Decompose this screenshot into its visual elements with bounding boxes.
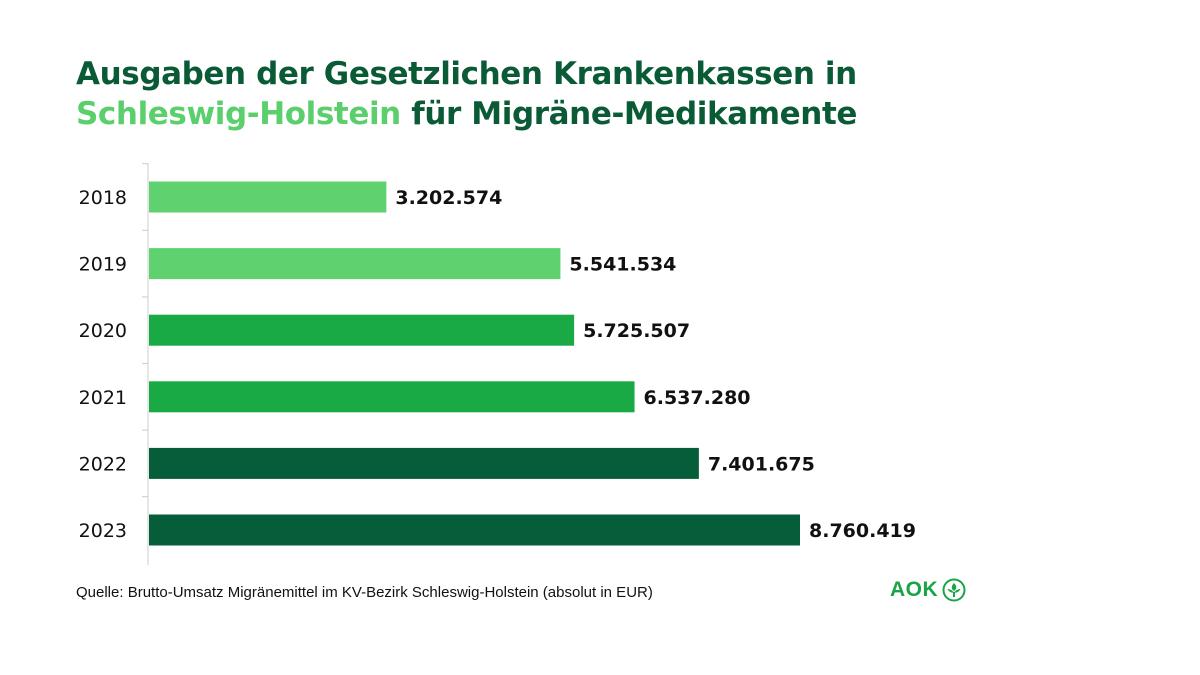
title-line-2-rest: für Migräne-Medikamente: [400, 96, 857, 132]
category-label: 2021: [79, 387, 127, 409]
value-label: 3.202.574: [395, 187, 502, 209]
bar: [149, 248, 561, 280]
category-label: 2020: [79, 320, 127, 342]
category-label: 2018: [79, 187, 127, 209]
category-label: 2023: [79, 520, 127, 542]
bar: [149, 447, 699, 479]
title-line-1: Ausgaben der Gesetzlichen Krankenkassen …: [76, 56, 857, 92]
title-highlight: Schleswig-Holstein: [76, 96, 401, 132]
category-label: 2019: [79, 254, 127, 276]
value-label: 7.401.675: [708, 453, 815, 475]
logo-text: AOK: [890, 578, 939, 601]
bar: [149, 381, 635, 413]
title-line-2: Schleswig-Holstein für Migräne-Medikamen…: [76, 94, 857, 134]
value-label: 8.760.419: [809, 520, 916, 542]
bar: [149, 314, 575, 346]
source-note: Quelle: Brutto-Umsatz Migränemittel im K…: [76, 584, 653, 601]
category-label: 2022: [79, 453, 127, 475]
bar: [149, 181, 387, 213]
value-label: 6.537.280: [644, 387, 751, 409]
bar: [149, 514, 800, 546]
value-label: 5.725.507: [583, 320, 690, 342]
chart-title: Ausgaben der Gesetzlichen Krankenkassen …: [76, 54, 857, 134]
aok-logo: AOK: [890, 578, 966, 602]
aok-leaf-emblem-icon: [942, 578, 966, 602]
value-label: 5.541.534: [569, 254, 676, 276]
